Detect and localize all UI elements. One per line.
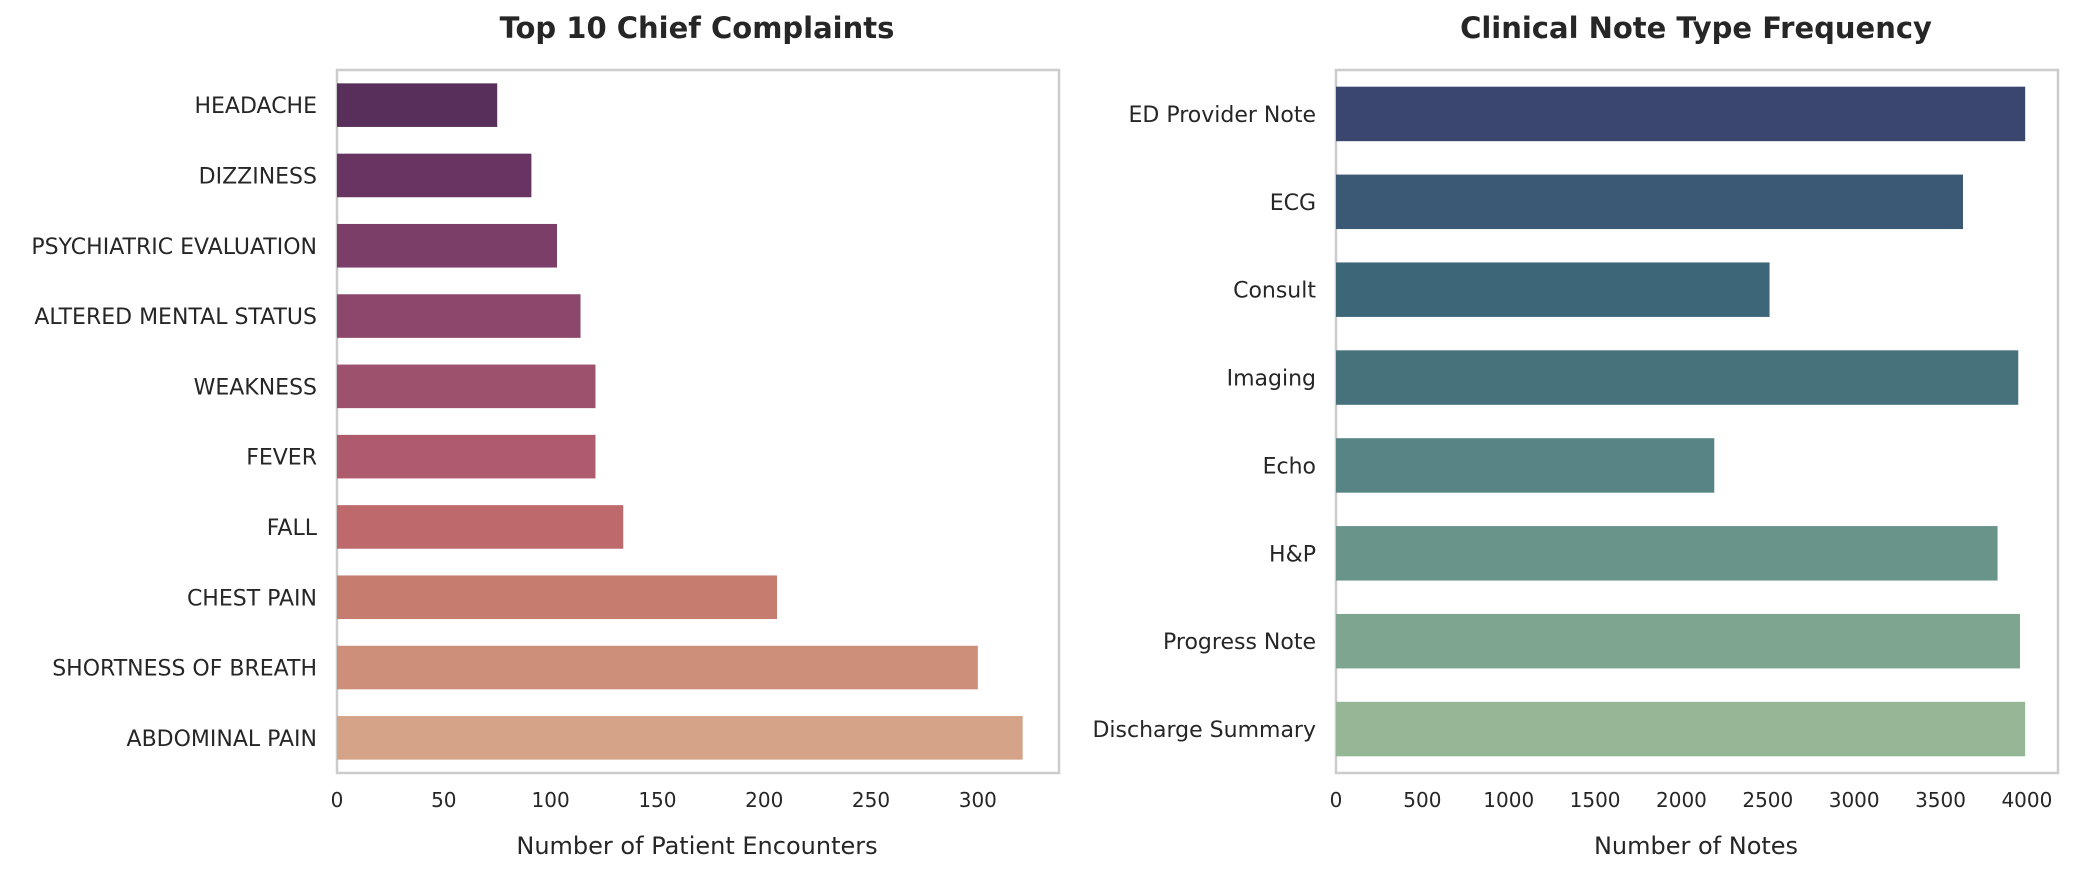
complaint-x-tick-200: 200 (745, 788, 783, 812)
complaint-label-fever: FEVER (246, 446, 317, 471)
complaint-bar-shortness-of-breath (337, 645, 978, 690)
complaint-bar-abdominal-pain (337, 716, 1023, 760)
note-type-bar-consult (1336, 262, 1770, 317)
note-type-category-labels: ED Provider Note ECG Consult Imaging Echo H&P… (1092, 103, 1316, 743)
complaint-label-weakness: WEAKNESS (194, 375, 317, 400)
complaint-label-shortness-of-breath: SHORTNESS OF BREATH (52, 657, 317, 682)
complaint-label-psychiatric-evaluation: PSYCHIATRIC EVALUATION (31, 235, 317, 260)
chief-complaints-chart: Top 10 Chief Complaints HEADACHE DIZZINES… (31, 11, 1061, 860)
note-type-label-consult: Consult (1233, 279, 1316, 304)
note-type-x-axis-label: Number of Notes (1594, 832, 1798, 860)
note-type-x-tick-0: 0 (1330, 788, 1343, 812)
note-type-bar-h-p (1336, 526, 1998, 581)
note-type-bar-imaging (1336, 350, 2019, 405)
complaint-bar-headache (337, 83, 498, 127)
complaint-label-headache: HEADACHE (194, 94, 317, 119)
complaint-label-abdominal-pain: ABDOMINAL PAIN (127, 727, 317, 752)
note-type-plot-frame (1334, 68, 2060, 775)
note-type-bar-ecg (1336, 174, 1963, 230)
note-type-bars (1336, 86, 2026, 757)
note-type-x-tick-2000: 2000 (1656, 788, 1707, 812)
complaint-x-tick-50: 50 (431, 788, 456, 812)
note-type-label-discharge-summary: Discharge Summary (1092, 718, 1316, 743)
complaint-x-tick-300: 300 (959, 788, 997, 812)
note-type-label-echo: Echo (1263, 454, 1316, 479)
complaint-label-fall: FALL (267, 516, 318, 541)
note-type-label-h-p: H&P (1269, 542, 1316, 567)
complaint-x-tick-100: 100 (532, 788, 570, 812)
note-type-label-ecg: ECG (1270, 191, 1316, 216)
complaint-label-altered-mental-status: ALTERED MENTAL STATUS (34, 305, 317, 330)
chief-complaints-bars (337, 83, 1023, 760)
note-type-x-tick-1500: 1500 (1570, 788, 1621, 812)
complaint-bar-dizziness (337, 153, 532, 198)
complaint-bar-fall (337, 505, 624, 549)
note-type-x-tick-3000: 3000 (1829, 788, 1880, 812)
complaint-bar-altered-mental-status (337, 294, 581, 338)
note-type-x-ticks: 0 500 1000 1500 2000 2500 3000 3500 4000 (1330, 788, 2053, 812)
note-type-bar-progress-note (1336, 613, 2020, 669)
note-type-bar-discharge-summary (1336, 701, 2026, 757)
complaint-bar-weakness (337, 364, 596, 409)
complaint-label-dizziness: DIZZINESS (199, 164, 317, 189)
complaint-x-tick-150: 150 (638, 788, 676, 812)
note-type-label-ed-provider-note: ED Provider Note (1129, 103, 1316, 128)
chief-complaints-plot-frame (335, 68, 1061, 775)
complaint-bar-chest-pain (337, 575, 778, 620)
complaint-bar-fever (337, 434, 596, 479)
note-type-label-progress-note: Progress Note (1163, 630, 1316, 655)
note-type-x-tick-1000: 1000 (1483, 788, 1534, 812)
complaint-x-tick-0: 0 (331, 788, 344, 812)
complaint-label-chest-pain: CHEST PAIN (187, 586, 317, 611)
chief-complaints-category-labels: HEADACHE DIZZINESS PSYCHIATRIC EVALUATION A… (31, 94, 317, 752)
note-type-title: Clinical Note Type Frequency (1460, 11, 1932, 45)
note-type-x-tick-2500: 2500 (1742, 788, 1793, 812)
note-type-x-tick-4000: 4000 (2001, 788, 2052, 812)
note-type-x-tick-3500: 3500 (1915, 788, 1966, 812)
note-type-bar-ed-provider-note (1336, 86, 2026, 142)
note-type-bar-echo (1336, 438, 1715, 493)
complaint-bar-psychiatric-evaluation (337, 223, 558, 268)
note-type-x-tick-500: 500 (1403, 788, 1441, 812)
complaint-x-tick-250: 250 (852, 788, 890, 812)
note-type-label-imaging: Imaging (1227, 367, 1316, 392)
note-type-chart: Clinical Note Type Frequency ED Provider… (1092, 11, 2060, 860)
chief-complaints-x-axis-label: Number of Patient Encounters (516, 832, 877, 860)
chief-complaints-title: Top 10 Chief Complaints (500, 11, 895, 45)
chief-complaints-x-ticks: 0 50 100 150 200 250 300 (331, 788, 997, 812)
